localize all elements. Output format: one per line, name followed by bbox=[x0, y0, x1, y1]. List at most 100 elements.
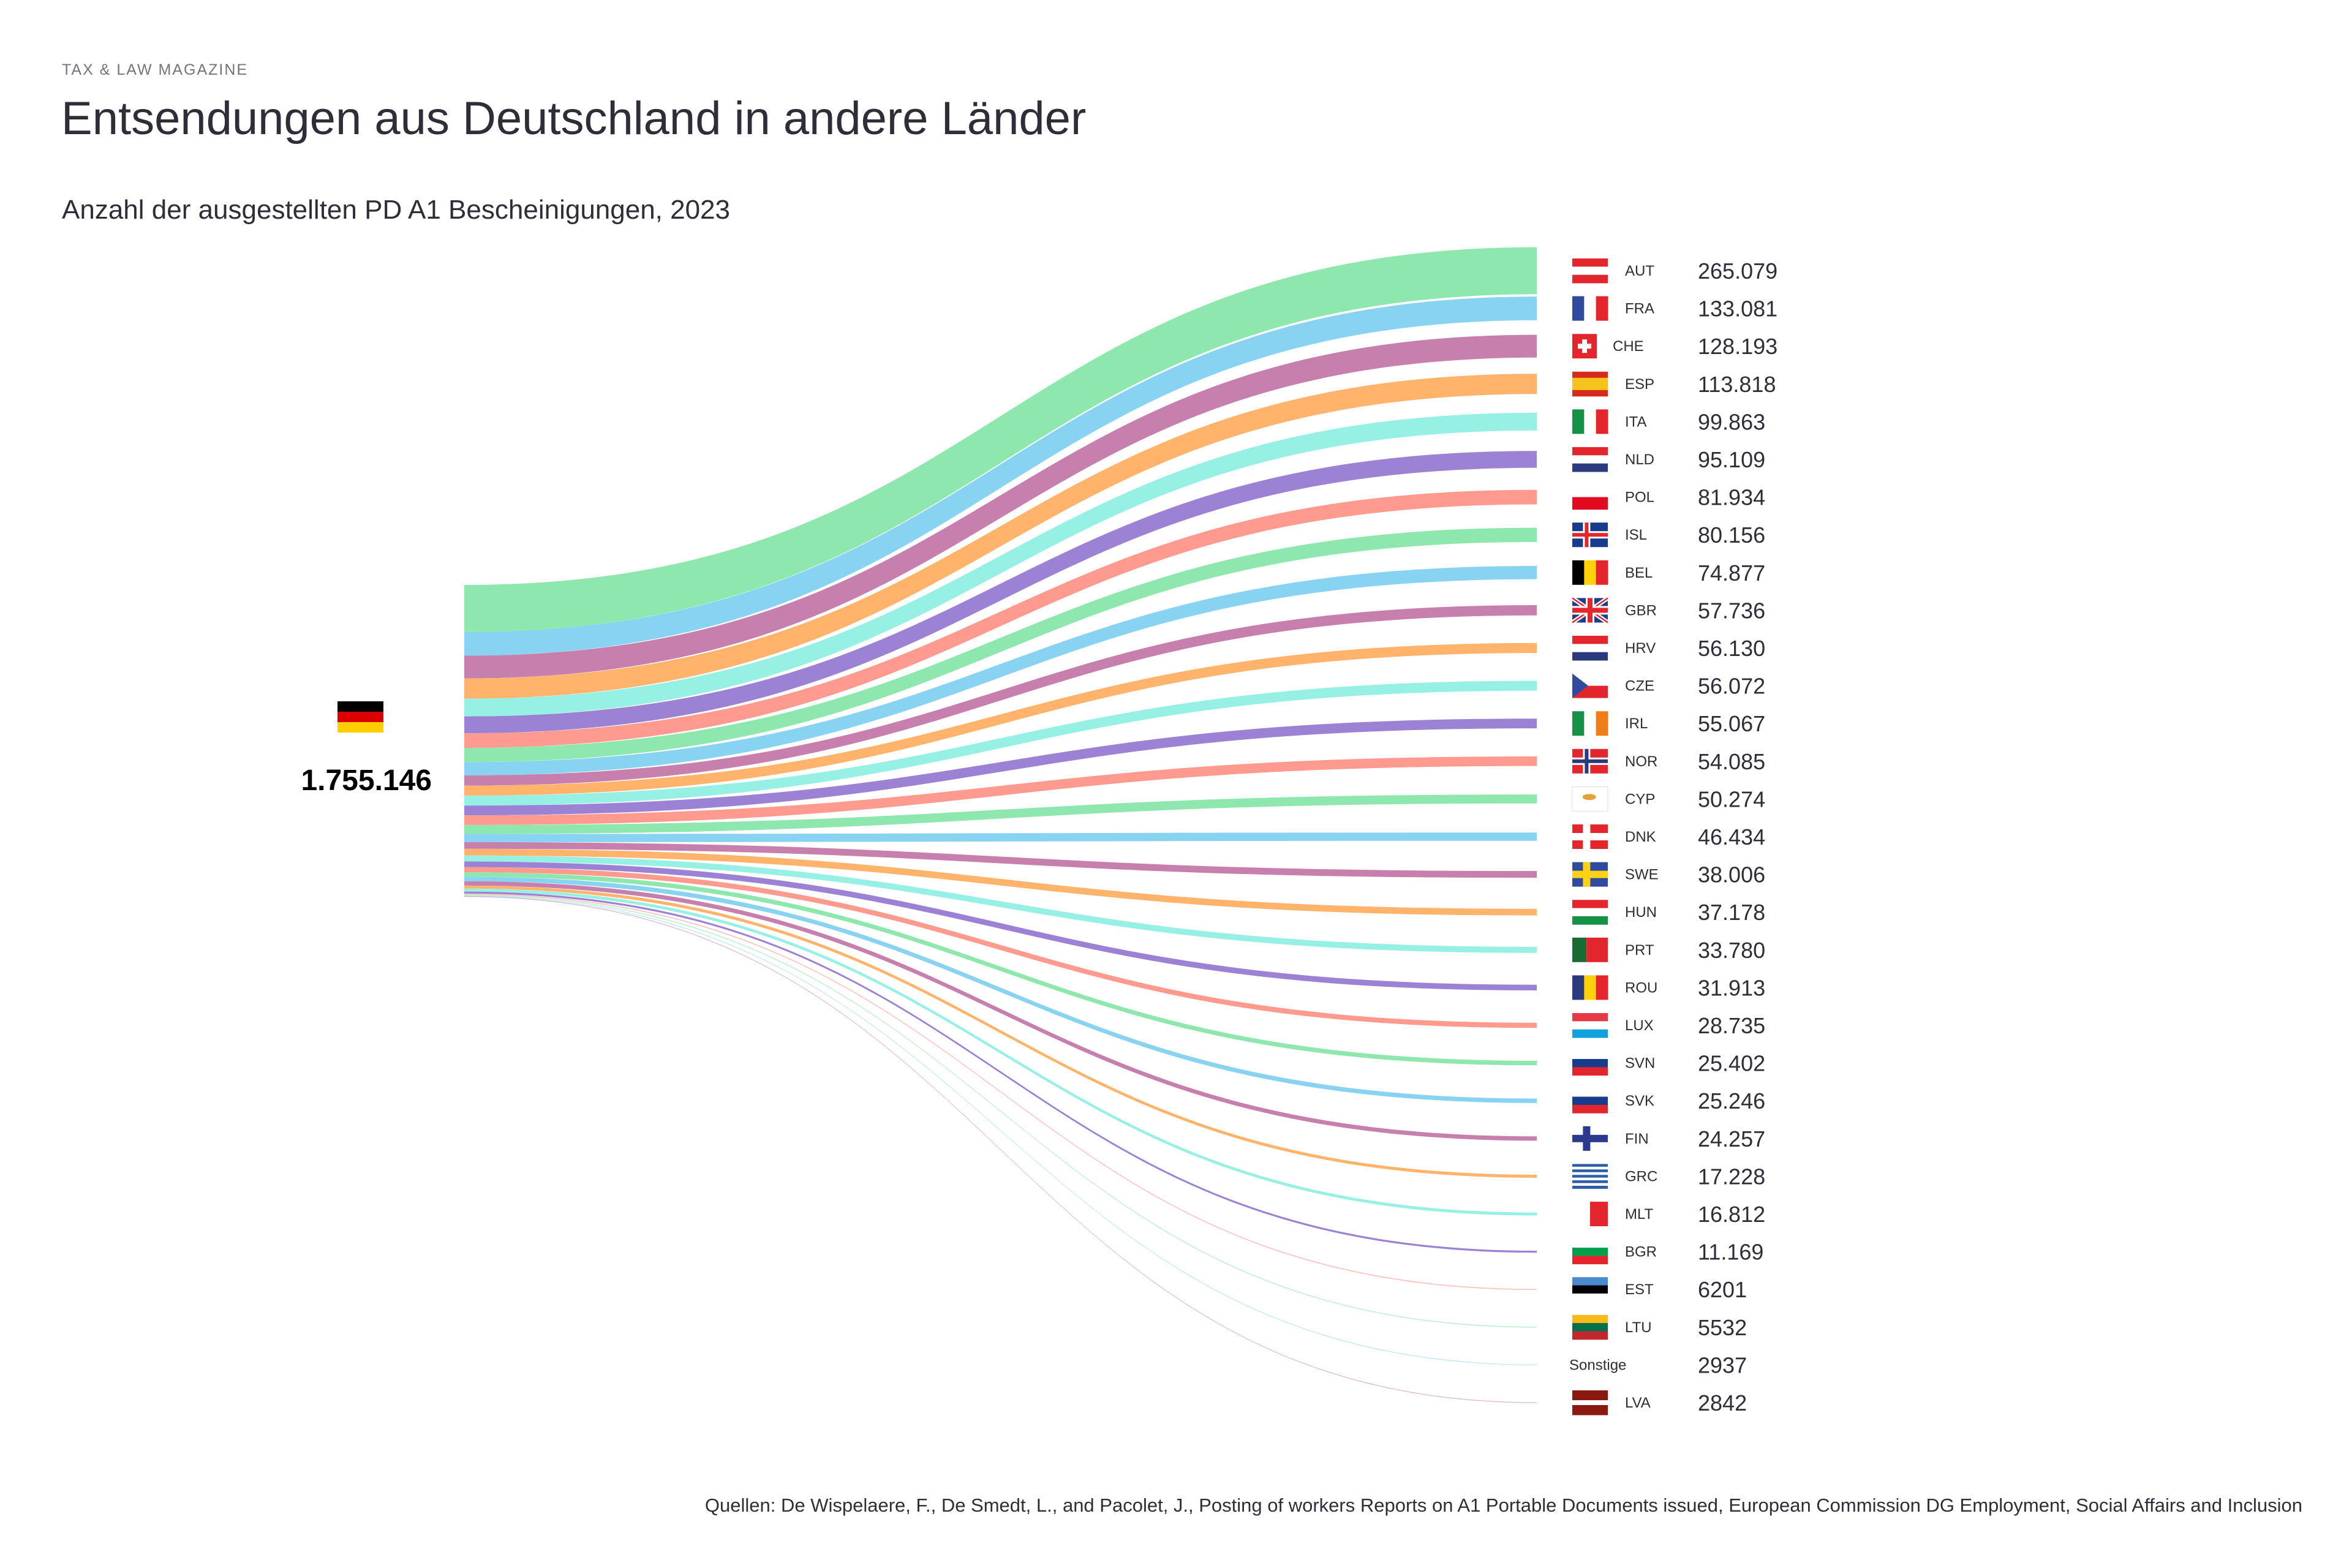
target-row-dnk: DNK 46.434 bbox=[1572, 824, 1765, 850]
source-note: Quellen: De Wispelaere, F., De Smedt, L.… bbox=[704, 1494, 2302, 1516]
sankey-link-pol bbox=[464, 489, 1537, 748]
che-flag-icon bbox=[1572, 334, 1597, 359]
sankey-link-gbr bbox=[464, 605, 1537, 786]
sankey-link-ltu bbox=[464, 894, 1537, 1328]
sankey-link-nld bbox=[464, 451, 1537, 734]
target-value: 265.079 bbox=[1698, 258, 1777, 284]
target-value: 95.109 bbox=[1698, 447, 1765, 472]
country-code: SVN bbox=[1625, 1055, 1655, 1072]
sankey-link-swe bbox=[464, 842, 1537, 878]
sankey-link-hun bbox=[464, 848, 1537, 916]
target-row-lva: LVA 2842 bbox=[1572, 1390, 1747, 1415]
target-row-rou: ROU 31.913 bbox=[1572, 975, 1765, 1000]
sankey-link-cze bbox=[464, 680, 1537, 806]
target-row-isl: ISL 80.156 bbox=[1572, 522, 1765, 548]
country-code: FRA bbox=[1625, 301, 1654, 317]
cze-flag-icon bbox=[1572, 673, 1608, 698]
sankey-link-mlt bbox=[464, 888, 1537, 1216]
target-row-grc: GRC 17.228 bbox=[1572, 1164, 1765, 1189]
target-row-irl: IRL 55.067 bbox=[1572, 711, 1765, 736]
est-flag-icon bbox=[1572, 1277, 1608, 1302]
sankey-link-svn bbox=[464, 872, 1537, 1066]
bgr-flag-icon bbox=[1572, 1239, 1608, 1265]
target-value: 38.006 bbox=[1698, 862, 1765, 888]
target-value: 56.130 bbox=[1698, 636, 1765, 661]
sankey-link-est bbox=[464, 893, 1537, 1291]
target-row-cze: CZE 56.072 bbox=[1572, 673, 1765, 699]
source-node: 1.755.146 bbox=[301, 701, 432, 797]
isl-flag-icon bbox=[1572, 522, 1608, 548]
country-code: DNK bbox=[1625, 829, 1656, 845]
target-row-aut: AUT 265.079 bbox=[1572, 258, 1777, 284]
country-code: CZE bbox=[1625, 678, 1654, 695]
rou-flag-icon bbox=[1572, 975, 1608, 1000]
target-value: 2937 bbox=[1698, 1352, 1747, 1378]
sankey-link-irl bbox=[464, 718, 1537, 816]
target-value: 81.934 bbox=[1698, 485, 1765, 510]
country-code: ITA bbox=[1625, 413, 1647, 430]
country-code: Sonstige bbox=[1569, 1357, 1626, 1373]
sankey-link-grc bbox=[464, 885, 1537, 1178]
chart-subtitle: Anzahl der ausgestellten PD A1 Bescheini… bbox=[62, 195, 730, 225]
country-code: GBR bbox=[1625, 602, 1657, 619]
germany-flag-icon bbox=[337, 701, 383, 733]
sankey-link-bel bbox=[464, 565, 1537, 775]
nor-flag-icon bbox=[1572, 748, 1608, 774]
target-value: 24.257 bbox=[1698, 1126, 1765, 1152]
target-value: 6201 bbox=[1698, 1277, 1747, 1302]
total-label: 1.755.146 bbox=[301, 764, 432, 797]
sankey-link-rou bbox=[464, 861, 1537, 991]
target-value: 99.863 bbox=[1698, 409, 1765, 434]
target-value: 74.877 bbox=[1698, 560, 1765, 586]
country-code: IRL bbox=[1625, 715, 1648, 732]
target-value: 28.735 bbox=[1698, 1013, 1765, 1038]
aut-flag-icon bbox=[1572, 258, 1608, 284]
country-code: BEL bbox=[1625, 565, 1653, 581]
target-row-svn: SVN 25.402 bbox=[1572, 1050, 1765, 1076]
country-code: SVK bbox=[1625, 1093, 1654, 1109]
country-code: AUT bbox=[1625, 263, 1654, 279]
target-value: 2842 bbox=[1698, 1390, 1747, 1415]
ita-flag-icon bbox=[1572, 409, 1608, 434]
target-value: 113.818 bbox=[1698, 372, 1776, 397]
target-row-prt: PRT 33.780 bbox=[1572, 937, 1765, 963]
target-value: 5532 bbox=[1698, 1315, 1747, 1340]
sankey-link-che bbox=[464, 334, 1537, 679]
target-row-bel: BEL 74.877 bbox=[1572, 560, 1765, 586]
country-code: GRC bbox=[1625, 1168, 1657, 1185]
lva-flag-icon bbox=[1572, 1390, 1608, 1415]
svk-flag-icon bbox=[1572, 1088, 1608, 1114]
target-row-ltu: LTU 5532 bbox=[1572, 1314, 1747, 1340]
target-row-svk: SVK 25.246 bbox=[1572, 1088, 1765, 1114]
target-list: AUT 265.079 FRA 133.081 CHE 128.193 ESP 113.818… bbox=[1569, 258, 1777, 1415]
country-code: ESP bbox=[1625, 376, 1654, 393]
grc-flag-icon bbox=[1572, 1164, 1608, 1189]
country-code: SWE bbox=[1625, 867, 1659, 883]
country-code: EST bbox=[1625, 1281, 1654, 1298]
target-value: 16.812 bbox=[1698, 1202, 1765, 1227]
target-value: 17.228 bbox=[1698, 1164, 1765, 1189]
irl-flag-icon bbox=[1572, 711, 1608, 736]
target-row-swe: SWE 38.006 bbox=[1572, 862, 1765, 888]
country-code: NLD bbox=[1625, 451, 1654, 468]
country-code: ROU bbox=[1625, 979, 1657, 996]
page-title: Entsendungen aus Deutschland in andere L… bbox=[61, 92, 1087, 145]
nld-flag-icon bbox=[1572, 447, 1608, 472]
country-code: POL bbox=[1625, 489, 1654, 506]
target-value: 50.274 bbox=[1698, 786, 1765, 812]
country-code: LVA bbox=[1625, 1395, 1651, 1411]
fra-flag-icon bbox=[1572, 296, 1608, 321]
svn-flag-icon bbox=[1572, 1050, 1608, 1076]
pol-flag-icon bbox=[1572, 484, 1608, 510]
cyp-flag-icon bbox=[1572, 786, 1608, 812]
magazine-kicker: TAX & LAW MAGAZINE bbox=[62, 61, 249, 78]
target-row-lux: LUX 28.735 bbox=[1572, 1013, 1765, 1038]
target-value: 31.913 bbox=[1698, 975, 1765, 1000]
target-value: 33.780 bbox=[1698, 938, 1765, 963]
sankey-link-nor bbox=[464, 756, 1537, 825]
target-value: 46.434 bbox=[1698, 824, 1765, 850]
target-row-mlt: MLT 16.812 bbox=[1572, 1202, 1765, 1227]
country-code: LTU bbox=[1625, 1319, 1652, 1336]
sankey-link-prt bbox=[464, 855, 1537, 953]
